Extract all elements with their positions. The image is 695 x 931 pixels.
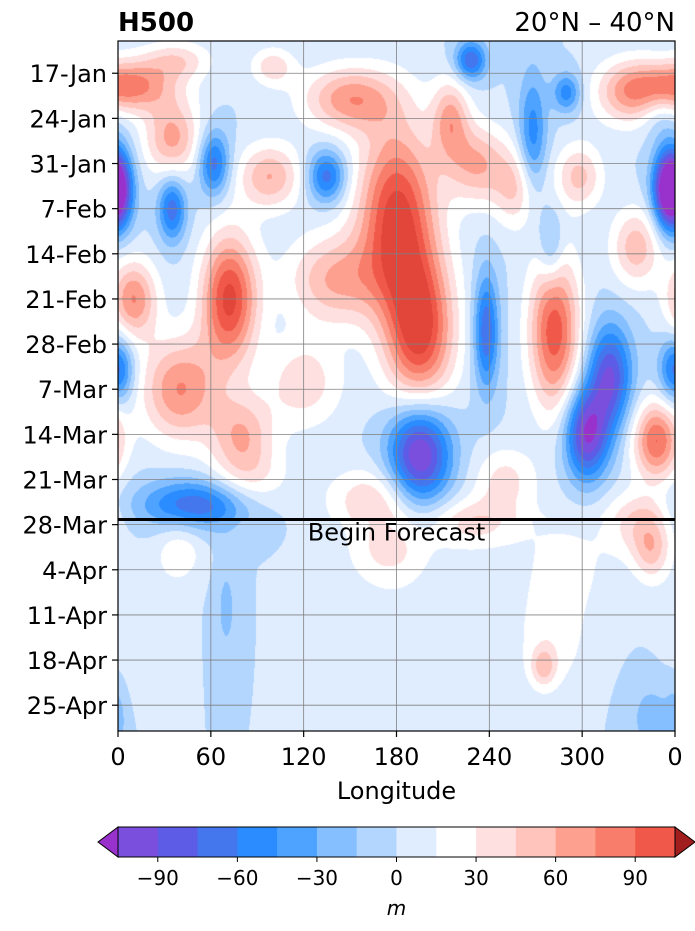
- x-axis: 0 60 120 180 240 300 0: [110, 731, 683, 771]
- colorbar-ticks: −90 −60 −30 0 30 60 90: [137, 857, 648, 890]
- colorbar: −90 −60 −30 0 30 60 90 m: [97, 826, 695, 920]
- y-tick-label: 28-Feb: [25, 331, 107, 359]
- x-tick-label: 240: [466, 743, 512, 771]
- y-tick-label: 25-Apr: [27, 692, 107, 720]
- y-tick-label: 14-Feb: [25, 241, 107, 269]
- colorbar-extend-max: [674, 826, 695, 858]
- chart-title-left: H500: [118, 8, 194, 38]
- y-axis: 17-Jan 24-Jan 31-Jan 7-Feb 14-Feb 21-Feb 28-Fe…: [23, 60, 118, 720]
- colorbar-extend-min: [97, 826, 119, 858]
- x-tick-label: 120: [281, 743, 327, 771]
- colorbar-segment: [356, 827, 397, 857]
- colorbar-segment: [476, 827, 517, 857]
- x-tick-label: 300: [559, 743, 605, 771]
- colorbar-tick-label: 0: [390, 866, 403, 890]
- colorbar-tick-label: 90: [622, 866, 647, 890]
- colorbar-segment: [277, 827, 318, 857]
- y-tick-label: 28-Mar: [23, 512, 108, 540]
- colorbar-segment: [595, 827, 636, 857]
- colorbar-segment: [515, 827, 557, 857]
- colorbar-tick-label: −90: [137, 866, 179, 890]
- colorbar-segment: [197, 827, 238, 857]
- colorbar-segment: [635, 827, 676, 857]
- colorbar-segment: [316, 827, 358, 857]
- x-tick-label: 0: [110, 743, 125, 771]
- y-tick-label: 4-Apr: [42, 557, 107, 585]
- forecast-annotation: Begin Forecast: [308, 518, 486, 546]
- y-tick-label: 14-Mar: [23, 421, 108, 449]
- y-tick-label: 17-Jan: [29, 60, 107, 88]
- grid-lines: [117, 41, 676, 731]
- colorbar-segment: [555, 827, 596, 857]
- colorbar-segment: [396, 827, 437, 857]
- colorbar-segment: [118, 827, 159, 857]
- y-tick-label: 7-Feb: [41, 196, 107, 224]
- colorbar-label: m: [387, 896, 406, 920]
- colorbar-tick-label: 60: [543, 866, 568, 890]
- x-tick-label: 0: [667, 743, 682, 771]
- x-tick-label: 60: [196, 743, 227, 771]
- y-tick-label: 24-Jan: [29, 105, 107, 133]
- y-tick-label: 11-Apr: [27, 602, 107, 630]
- x-axis-label: Longitude: [337, 777, 456, 805]
- y-tick-label: 7-Mar: [38, 376, 107, 404]
- y-tick-label: 18-Apr: [27, 647, 107, 675]
- chart-title-right: 20°N – 40°N: [514, 8, 675, 38]
- colorbar-segment: [157, 827, 198, 857]
- colorbar-tick-label: −30: [296, 866, 338, 890]
- colorbar-segment: [436, 827, 477, 857]
- colorbar-tick-label: −60: [216, 866, 258, 890]
- colorbar-segment: [237, 827, 278, 857]
- plot-area: Begin Forecast: [117, 40, 676, 732]
- colorbar-tick-label: 30: [463, 866, 488, 890]
- colorbar-segments: [97, 826, 695, 858]
- y-tick-label: 31-Jan: [29, 151, 107, 179]
- x-tick-label: 180: [374, 743, 420, 771]
- y-tick-label: 21-Mar: [23, 467, 108, 495]
- y-tick-label: 21-Feb: [25, 286, 107, 314]
